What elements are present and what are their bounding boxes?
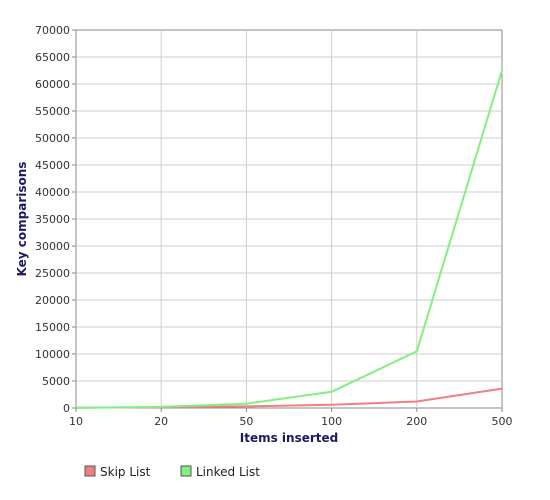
y-tick-label: 25000 bbox=[35, 267, 70, 280]
x-tick-labels: 10 20 50 100 200 500 bbox=[69, 408, 513, 428]
x-tick-label: 500 bbox=[492, 415, 513, 428]
y-tick-label: 35000 bbox=[35, 213, 70, 226]
y-tick-label: 0 bbox=[63, 402, 70, 415]
y-tick-labels: 0 5000 10000 15000 20000 25000 30000 35000 40000… bbox=[35, 24, 76, 415]
y-tick-label: 50000 bbox=[35, 132, 70, 145]
legend-label-skip-list: Skip List bbox=[100, 465, 151, 479]
y-axis-title: Key comparisons bbox=[15, 162, 29, 277]
y-tick-label: 65000 bbox=[35, 51, 70, 64]
x-tick-label: 10 bbox=[69, 415, 83, 428]
y-tick-label: 40000 bbox=[35, 186, 70, 199]
x-tick-label: 50 bbox=[239, 415, 253, 428]
legend-label-linked-list: Linked List bbox=[196, 465, 260, 479]
y-tick-label: 30000 bbox=[35, 240, 70, 253]
legend-swatch-skip-list bbox=[84, 465, 96, 477]
x-tick-label: 20 bbox=[154, 415, 168, 428]
y-tick-label: 15000 bbox=[35, 321, 70, 334]
y-tick-label: 60000 bbox=[35, 78, 70, 91]
y-tick-label: 5000 bbox=[42, 375, 70, 388]
y-tick-label: 55000 bbox=[35, 105, 70, 118]
y-tick-label: 20000 bbox=[35, 294, 70, 307]
series-lines bbox=[75, 70, 503, 409]
legend: Skip List Linked List bbox=[84, 465, 260, 479]
x-tick-label: 100 bbox=[321, 415, 342, 428]
y-tick-label: 70000 bbox=[35, 24, 70, 37]
x-axis-title: Items inserted bbox=[240, 431, 338, 445]
y-tick-label: 45000 bbox=[35, 159, 70, 172]
y-tick-label: 10000 bbox=[35, 348, 70, 361]
series-line-linked-list bbox=[75, 70, 503, 409]
x-tick-label: 200 bbox=[406, 415, 427, 428]
grid-lines bbox=[76, 30, 502, 408]
legend-swatch-linked-list bbox=[180, 465, 192, 477]
